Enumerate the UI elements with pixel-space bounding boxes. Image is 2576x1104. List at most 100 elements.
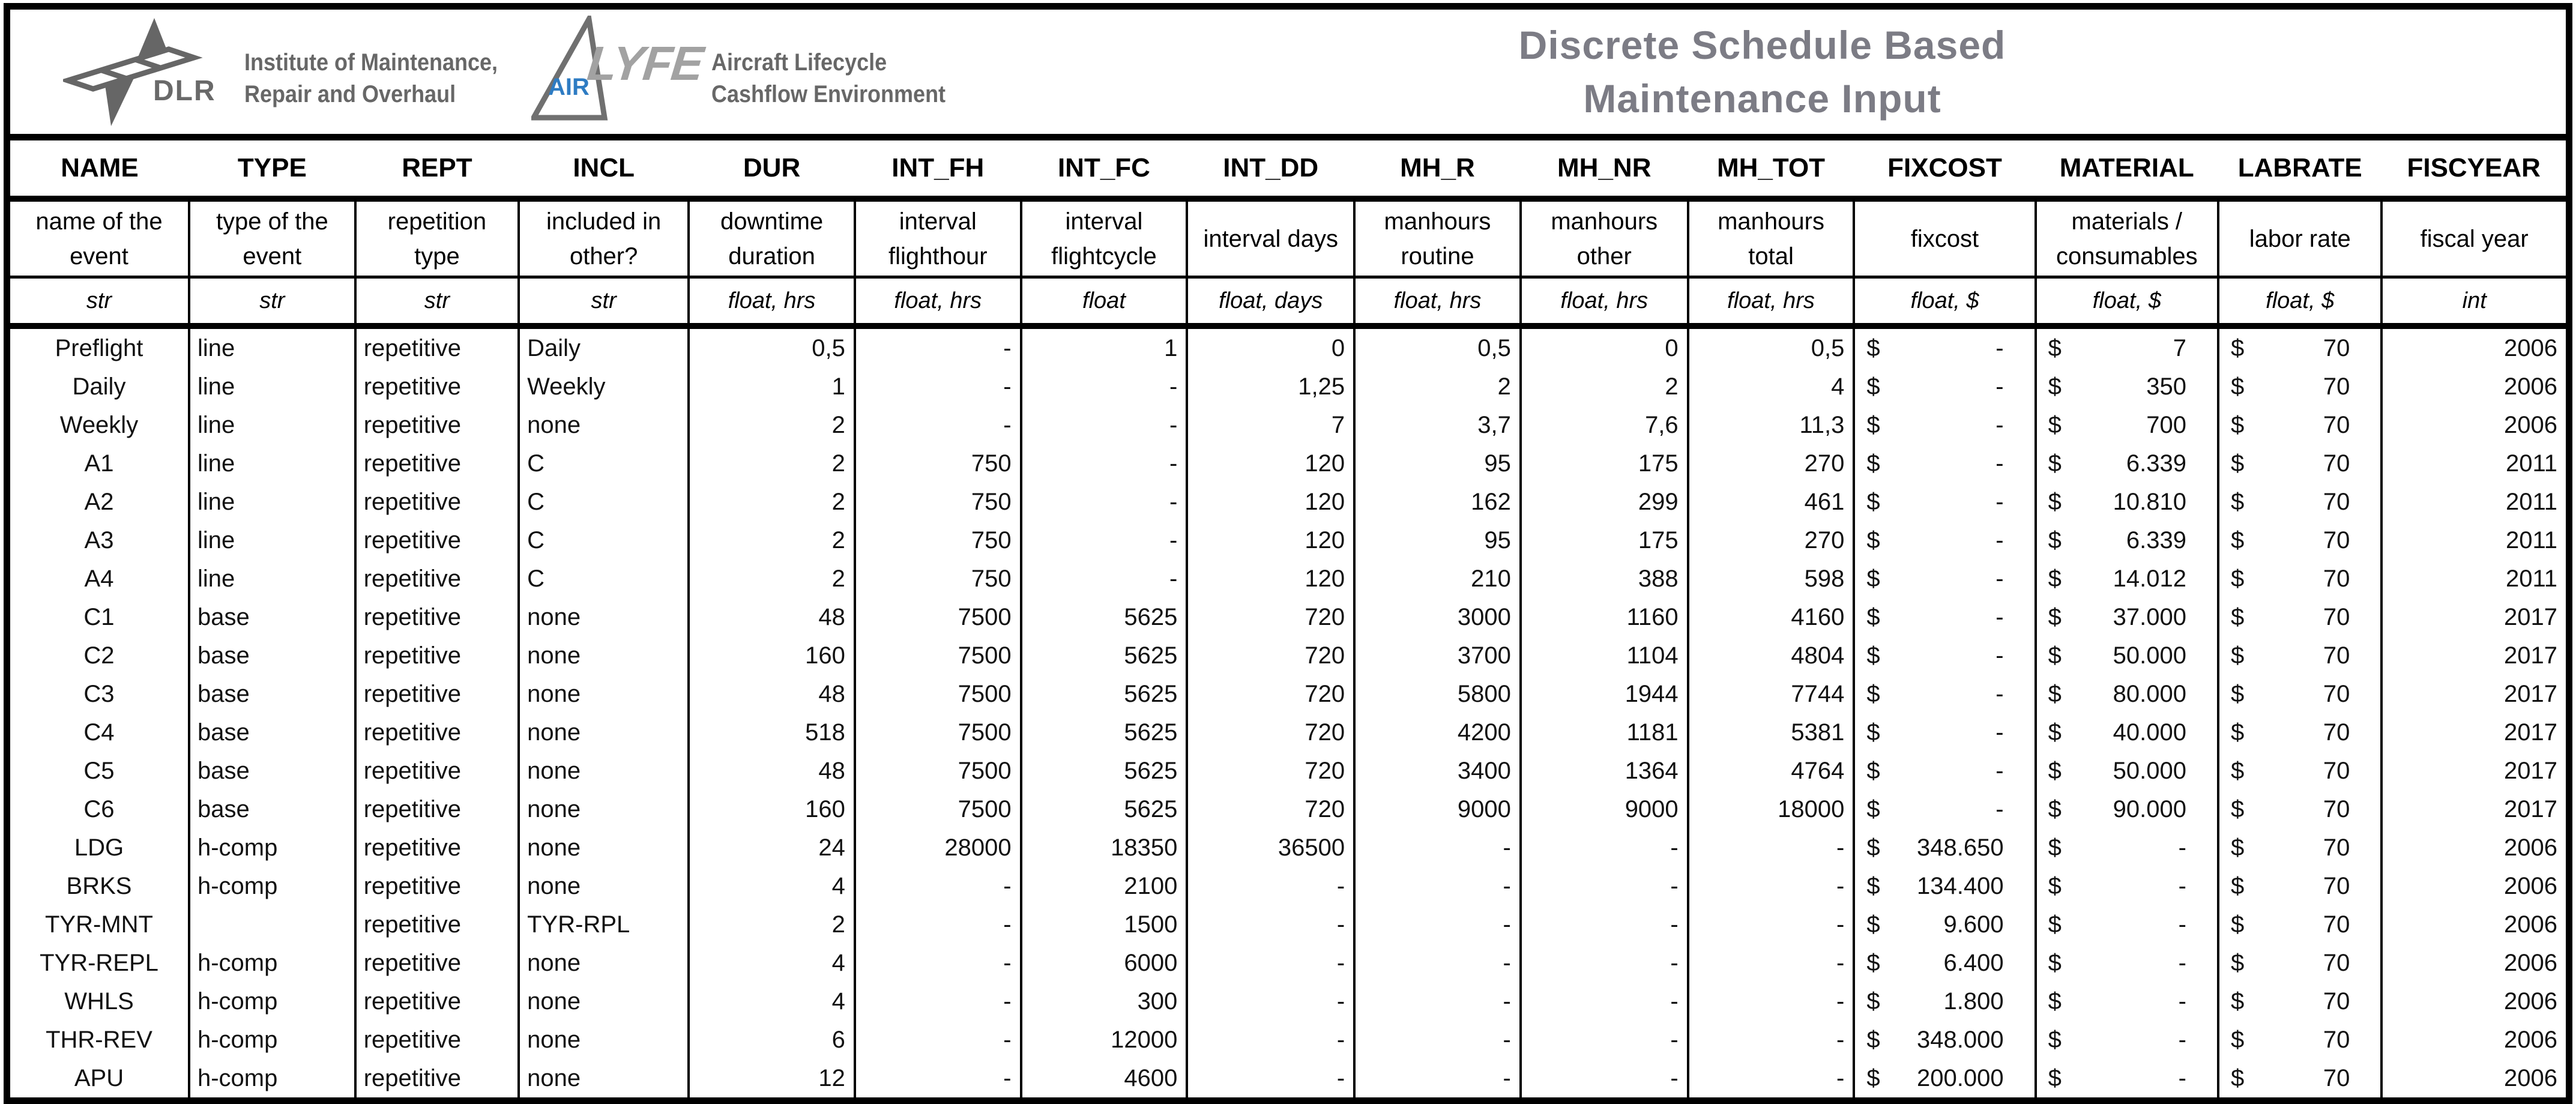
acct-value: 200.000 [1917,1064,2004,1091]
acct-value: - [1995,373,2004,400]
column-header-fiscyear: FISCYEAR [2381,140,2566,202]
dollar-sign: $ [2230,834,2245,861]
table-row: C6 base repetitive none 160 7500 5625 720 9000 90… [10,790,2566,828]
airlyfe-branding: AIR LYFE Aircraft Lifecycle Cashflow Env… [520,10,1049,134]
maintenance-input-table: NAME TYPE REPT INCL DUR INT_FH INT_FC INT_DD MH_… [10,140,2566,1097]
cell-int_dd: 120 [1186,444,1355,483]
cell-rept: repetitive [354,675,519,713]
cell-mh_nr: 2 [1519,367,1688,406]
acct-value: 70 [2323,757,2350,784]
dollar-sign: $ [2230,411,2245,438]
cell-int_fc: 18350 [1019,828,1187,867]
cell-type: h-comp [187,1059,355,1097]
cell-fixcost: $ - [1853,598,2036,636]
acct-value: 70 [2323,488,2350,515]
cell-fixcost: $ - [1853,713,2036,752]
cell-labrate: $70 [2216,867,2382,905]
cell-mh_nr: - [1519,867,1688,905]
cell-rept: repetitive [354,905,519,944]
cell-mh_r: 3,7 [1353,406,1521,444]
acct-value: 37.000 [2113,603,2186,630]
dollar-sign: $ [2048,603,2062,630]
acct-value: 70 [2323,719,2350,746]
dollar-sign: $ [1866,642,1880,669]
dollar-sign: $ [2048,450,2062,477]
cell-type: base [187,636,355,675]
cell-int_dd: 120 [1186,483,1355,521]
cell-mh_nr: - [1519,944,1688,982]
cell-int_fh: - [853,406,1021,444]
cell-mh_r: 0,5 [1353,326,1521,367]
cell-fiscyear: 2006 [2380,982,2566,1021]
acct-value: 70 [2323,450,2350,477]
cell-fixcost: $ - [1853,444,2036,483]
dollar-sign: $ [2230,526,2245,554]
cell-labrate: $70 [2216,636,2382,675]
cell-fiscyear: 2011 [2380,483,2566,521]
cell-incl: C [517,560,689,598]
acct-value: 70 [2323,872,2350,899]
cell-name: A3 [84,526,114,554]
cell-mh_r: 9000 [1353,790,1521,828]
dollar-sign: $ [1866,373,1880,400]
acct-value: - [1995,450,2004,477]
column-header-int_fc: INT_FC [1021,140,1187,202]
column-header-dur: DUR [689,140,855,202]
acct-value: 70 [2323,911,2350,938]
cell-name: C4 [83,719,115,746]
cell-name: A2 [84,488,114,515]
table-row: LDG h-comp repetitive none 24 28000 18350 36500… [10,828,2566,867]
cell-name: WHLS [64,988,134,1015]
column-datatype-mh_tot: float, hrs [1686,277,1854,329]
column-header-name: NAME [10,140,189,202]
cell-int_dd: 720 [1186,713,1355,752]
cell-mh_tot: 18000 [1686,790,1854,828]
cell-int_dd: 720 [1186,636,1355,675]
cell-type: h-comp [187,982,355,1021]
cell-int_dd: - [1186,905,1355,944]
cell-type: line [187,367,355,406]
lyfe-label: LYFE [585,37,705,90]
cell-name: C6 [83,795,115,822]
dollar-sign: $ [1866,834,1880,861]
table-row: C5 base repetitive none 48 7500 5625 720 3400 136… [10,752,2566,790]
cell-type [187,905,355,944]
cell-dur: 160 [687,790,855,828]
dollar-sign: $ [2230,911,2245,938]
acct-value: 50.000 [2113,642,2186,669]
dollar-sign: $ [2048,1064,2062,1091]
cell-dur: 24 [687,828,855,867]
cell-incl: none [517,1021,689,1059]
column-description-fiscyear: fiscal year [2380,199,2566,279]
cell-material: $ - [2034,1021,2218,1059]
cell-labrate: $70 [2216,367,2382,406]
cell-labrate: $70 [2216,675,2382,713]
cell-int_fc: - [1019,521,1187,560]
cell-name: C1 [83,603,115,630]
cell-int_fc: 5625 [1019,752,1187,790]
cell-int_fc: 12000 [1019,1021,1187,1059]
cell-dur: 48 [687,598,855,636]
cell-incl: none [517,636,689,675]
cell-dur: 2 [687,905,855,944]
cell-labrate: $70 [2216,406,2382,444]
cell-material: $ - [2034,905,2218,944]
cell-int_dd: 1,25 [1186,367,1355,406]
cell-int_dd: - [1186,867,1355,905]
table-row: Preflight line repetitive Daily 0,5-1 0 0,5 0 0,… [10,326,2566,367]
cell-dur: 6 [687,1021,855,1059]
cell-rept: repetitive [354,1021,519,1059]
dollar-sign: $ [1866,1026,1880,1053]
dollar-sign: $ [2230,603,2245,630]
cell-int_dd: 0 [1186,326,1355,367]
cell-dur: 4 [687,944,855,982]
cell-labrate: $70 [2216,790,2382,828]
cell-name: C2 [83,642,115,669]
cell-incl: C [517,483,689,521]
cell-int_fc: 5625 [1019,713,1187,752]
dollar-sign: $ [2048,526,2062,554]
cell-material: $50.000 [2034,636,2218,675]
table-row: APU h-comp repetitive none 12-4600- - - - $200.0… [10,1059,2566,1097]
dollar-sign: $ [2230,334,2245,361]
column-datatype-int_fh: float, hrs [853,277,1021,329]
